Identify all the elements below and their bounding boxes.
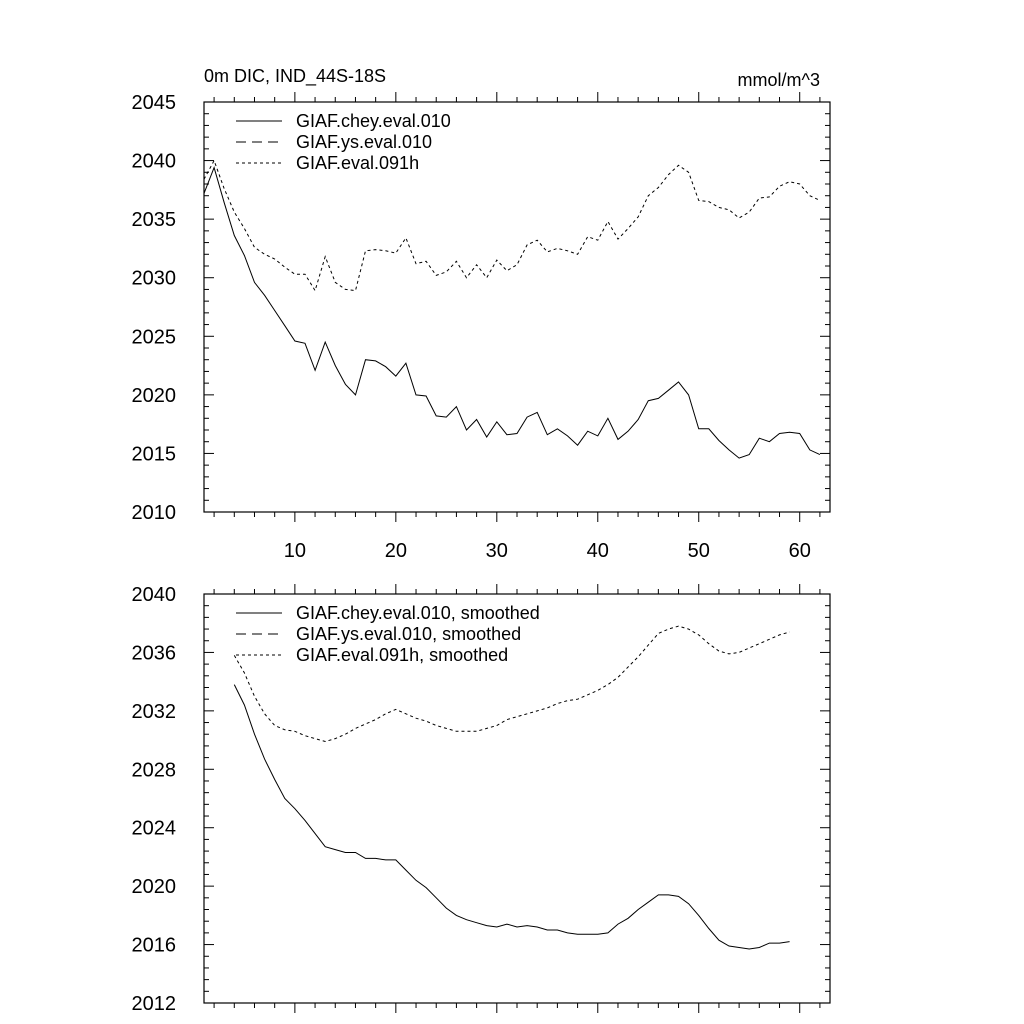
y-tick-label: 2020 (132, 385, 177, 407)
bottom-axes-ticks: 2012 2016 2020 2024 2028 2032 2036 2040 (132, 584, 830, 1015)
y-tick-label: 2010 (132, 502, 177, 524)
y-tick-label: 2012 (132, 993, 177, 1015)
y-tick-label: 2032 (132, 701, 177, 723)
y-tick-label: 2045 (132, 92, 177, 114)
bottom-plot-frame (203, 593, 831, 1004)
top-series-giaf-chey-eval-010 (203, 166, 821, 459)
top-legend: GIAF.chey.eval.010GIAF.ys.eval.010GIAF.e… (236, 111, 451, 173)
y-tick-label: 2035 (132, 209, 177, 231)
top-series-giaf-eval-091h (203, 159, 821, 292)
x-tick-label: 50 (688, 540, 710, 562)
x-tick-label: 60 (789, 540, 811, 562)
y-tick-label: 2016 (132, 935, 177, 957)
bottom-legend-label: GIAF.chey.eval.010, smoothed (296, 603, 540, 623)
units-label: mmol/m^3 (738, 70, 820, 90)
top-series-group (203, 159, 821, 459)
y-tick-label: 2028 (132, 759, 177, 781)
x-tick-label: 30 (486, 540, 508, 562)
y-tick-label: 2036 (132, 642, 177, 664)
top-legend-label: GIAF.ys.eval.010 (296, 132, 432, 152)
y-tick-label: 2020 (132, 876, 177, 898)
top-legend-label: GIAF.chey.eval.010 (296, 111, 451, 131)
x-tick-label: 10 (284, 540, 306, 562)
bottom-series-group (233, 625, 790, 950)
bottom-legend-label: GIAF.ys.eval.010, smoothed (296, 624, 521, 644)
y-tick-label: 2040 (132, 151, 177, 173)
bottom-legend: GIAF.chey.eval.010, smoothedGIAF.ys.eval… (236, 603, 540, 665)
y-tick-label: 2024 (132, 818, 177, 840)
bottom-chart-panel: 2012 2016 2020 2024 2028 2032 2036 2040 GIAF.ch… (132, 584, 831, 1015)
y-tick-label: 2015 (132, 443, 177, 465)
bottom-series-giaf-chey-eval-010-smoothed (233, 684, 790, 950)
y-tick-label: 2025 (132, 326, 177, 348)
chart-title: 0m DIC, IND_44S-18S (204, 66, 386, 87)
top-chart-panel: 0m DIC, IND_44S-18S mmol/m^3 20102015202… (132, 66, 831, 562)
top-legend-label: GIAF.eval.091h (296, 153, 419, 173)
y-tick-label: 2030 (132, 268, 177, 290)
bottom-legend-label: GIAF.eval.091h, smoothed (296, 645, 508, 665)
y-tick-label: 2040 (132, 584, 177, 606)
top-plot-frame (203, 101, 831, 513)
x-tick-label: 40 (587, 540, 609, 562)
x-tick-label: 20 (385, 540, 407, 562)
